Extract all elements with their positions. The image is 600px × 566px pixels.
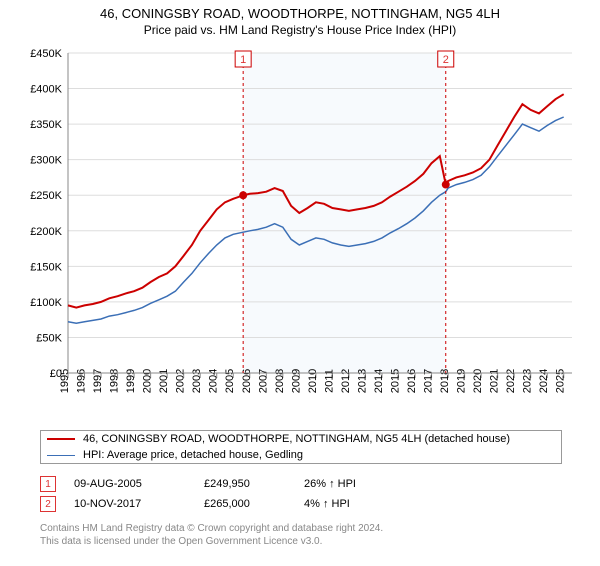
legend-item: 46, CONINGSBY ROAD, WOODTHORPE, NOTTINGH… [41,431,561,447]
sale-date: 10-NOV-2017 [74,498,204,510]
footer-line: This data is licensed under the Open Gov… [40,535,383,548]
sale-hpi: 26% ↑ HPI [304,478,424,490]
chart-area: £0£50K£100K£150K£200K£250K£300K£350K£400… [20,43,580,413]
footer-attribution: Contains HM Land Registry data © Crown c… [40,522,383,548]
svg-text:2022: 2022 [505,369,517,393]
svg-text:£250K: £250K [30,190,62,202]
sales-row: 1 09-AUG-2005 £249,950 26% ↑ HPI [40,476,424,492]
svg-text:1995: 1995 [59,369,71,393]
legend-swatch [47,455,75,456]
svg-text:1999: 1999 [125,369,137,393]
sale-price: £265,000 [204,498,304,510]
sale-marker-box: 2 [40,496,56,512]
legend-swatch [47,438,75,440]
svg-text:1997: 1997 [92,369,104,393]
legend-item: HPI: Average price, detached house, Gedl… [41,447,561,463]
svg-text:2017: 2017 [423,369,435,393]
svg-text:2025: 2025 [555,369,567,393]
footer-line: Contains HM Land Registry data © Crown c… [40,522,383,535]
svg-text:2020: 2020 [472,369,484,393]
svg-text:1: 1 [240,54,246,66]
svg-text:2000: 2000 [142,369,154,393]
sales-row: 2 10-NOV-2017 £265,000 4% ↑ HPI [40,496,424,512]
svg-text:2019: 2019 [456,369,468,393]
svg-text:2009: 2009 [290,369,302,393]
svg-text:2012: 2012 [340,369,352,393]
svg-text:2016: 2016 [406,369,418,393]
svg-text:2010: 2010 [307,369,319,393]
svg-text:£100K: £100K [30,297,62,309]
svg-text:2003: 2003 [191,369,203,393]
line-chart-svg: £0£50K£100K£150K£200K£250K£300K£350K£400… [20,43,580,413]
svg-text:2004: 2004 [208,369,220,393]
svg-text:2002: 2002 [175,369,187,393]
svg-text:2: 2 [443,54,449,66]
svg-text:2005: 2005 [224,369,236,393]
svg-text:2007: 2007 [257,369,269,393]
svg-text:£150K: £150K [30,261,62,273]
sale-price: £249,950 [204,478,304,490]
svg-text:2015: 2015 [389,369,401,393]
sales-table: 1 09-AUG-2005 £249,950 26% ↑ HPI 2 10-NO… [40,472,424,516]
svg-text:2006: 2006 [241,369,253,393]
svg-text:£300K: £300K [30,155,62,167]
svg-text:£350K: £350K [30,119,62,131]
legend-label: 46, CONINGSBY ROAD, WOODTHORPE, NOTTINGH… [83,433,510,445]
svg-text:2013: 2013 [356,369,368,393]
svg-text:£400K: £400K [30,84,62,96]
svg-text:2021: 2021 [489,369,501,393]
chart-subtitle: Price paid vs. HM Land Registry's House … [0,23,600,37]
sale-hpi: 4% ↑ HPI [304,498,424,510]
svg-text:£450K: £450K [30,48,62,60]
svg-text:£200K: £200K [30,226,62,238]
svg-text:2024: 2024 [538,369,550,393]
svg-text:2014: 2014 [373,369,385,393]
svg-text:1998: 1998 [109,369,121,393]
legend-label: HPI: Average price, detached house, Gedl… [83,449,303,461]
svg-text:2023: 2023 [522,369,534,393]
sale-marker-box: 1 [40,476,56,492]
svg-text:2008: 2008 [274,369,286,393]
sale-date: 09-AUG-2005 [74,478,204,490]
chart-title: 46, CONINGSBY ROAD, WOODTHORPE, NOTTINGH… [0,6,600,21]
svg-text:1996: 1996 [76,369,88,393]
svg-text:2018: 2018 [439,369,451,393]
svg-text:2001: 2001 [158,369,170,393]
svg-text:£50K: £50K [36,332,62,344]
legend: 46, CONINGSBY ROAD, WOODTHORPE, NOTTINGH… [40,430,562,464]
